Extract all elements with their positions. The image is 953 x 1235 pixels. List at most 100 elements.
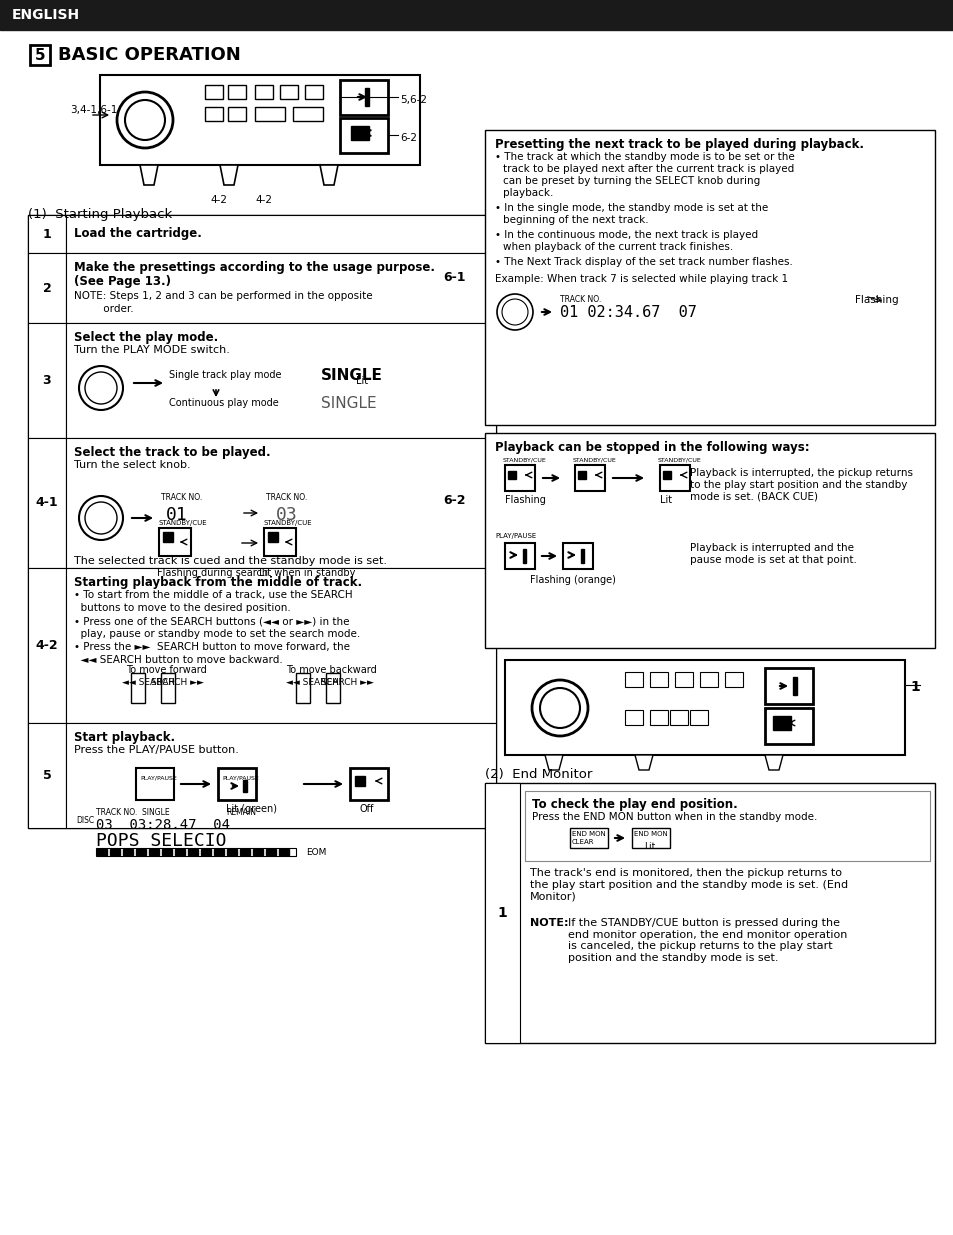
Bar xyxy=(569,827,607,848)
Bar xyxy=(227,848,236,855)
Bar xyxy=(28,324,66,438)
Text: 4-2: 4-2 xyxy=(35,638,58,652)
Bar xyxy=(575,466,604,492)
Text: To move forward: To move forward xyxy=(126,664,207,676)
Text: 5: 5 xyxy=(34,47,45,63)
Polygon shape xyxy=(140,165,158,185)
Text: ◄◄ SEARCH: ◄◄ SEARCH xyxy=(122,678,174,687)
Text: NOTE:: NOTE: xyxy=(530,918,568,927)
Bar xyxy=(484,130,934,425)
Text: Playback is interrupted and the
pause mode is set at that point.: Playback is interrupted and the pause mo… xyxy=(689,543,856,564)
Text: PLAY/PAUSE: PLAY/PAUSE xyxy=(222,776,258,781)
Text: STANDBY/CUE: STANDBY/CUE xyxy=(573,457,616,462)
Text: Select the play mode.: Select the play mode. xyxy=(74,331,218,345)
Text: Flashing: Flashing xyxy=(854,295,898,305)
Bar xyxy=(293,107,323,121)
Polygon shape xyxy=(764,755,782,769)
Text: END MON: END MON xyxy=(634,831,667,837)
Text: Load the cartridge.: Load the cartridge. xyxy=(74,227,202,240)
Bar xyxy=(504,659,904,755)
Text: PLAY/PAUSE: PLAY/PAUSE xyxy=(495,534,536,538)
Text: playback.: playback. xyxy=(502,188,553,198)
Text: Turn the PLAY MODE switch.: Turn the PLAY MODE switch. xyxy=(74,345,230,354)
Text: Turn the select knob.: Turn the select knob. xyxy=(74,459,191,471)
Bar xyxy=(631,827,669,848)
Text: 4-1: 4-1 xyxy=(35,496,58,510)
Polygon shape xyxy=(161,673,174,703)
Bar xyxy=(351,126,369,140)
Bar xyxy=(305,85,323,99)
Text: • Press one of the SEARCH buttons (◄◄ or ►►) in the: • Press one of the SEARCH buttons (◄◄ or… xyxy=(74,616,349,626)
Bar xyxy=(484,783,934,1044)
Bar xyxy=(136,848,146,855)
Text: SINGLE: SINGLE xyxy=(320,368,382,383)
Text: BASIC OPERATION: BASIC OPERATION xyxy=(58,46,240,64)
Text: Continuous play mode: Continuous play mode xyxy=(169,398,278,408)
Bar xyxy=(28,568,66,722)
Bar xyxy=(724,672,742,687)
Bar xyxy=(30,44,50,65)
Text: Off: Off xyxy=(359,804,374,814)
Text: SEARCH ►►: SEARCH ►► xyxy=(320,678,374,687)
Text: 5: 5 xyxy=(43,769,51,782)
Text: Playback can be stopped in the following ways:: Playback can be stopped in the following… xyxy=(495,441,809,454)
Text: REMAIN: REMAIN xyxy=(226,808,255,818)
Bar xyxy=(66,253,496,324)
Bar xyxy=(562,543,593,569)
Text: If the STANDBY/CUE button is pressed during the
end monitor operation, the end m: If the STANDBY/CUE button is pressed dur… xyxy=(567,918,846,963)
Bar xyxy=(484,433,934,648)
Text: ◄◄ SEARCH button to move backward.: ◄◄ SEARCH button to move backward. xyxy=(74,655,282,664)
Text: Presetting the next track to be played during playback.: Presetting the next track to be played d… xyxy=(495,138,863,151)
Text: 6-2: 6-2 xyxy=(443,494,466,508)
Text: Lit: Lit xyxy=(659,495,672,505)
Text: 01 02:34.67  07: 01 02:34.67 07 xyxy=(559,305,696,320)
Text: 03: 03 xyxy=(275,506,297,524)
Text: STANDBY/CUE: STANDBY/CUE xyxy=(658,457,701,462)
Bar xyxy=(524,790,929,861)
Text: (2)  End Monitor: (2) End Monitor xyxy=(484,768,592,781)
Circle shape xyxy=(135,110,154,130)
Text: 5,6-2: 5,6-2 xyxy=(399,95,427,105)
Circle shape xyxy=(550,698,569,718)
Text: Single track play mode: Single track play mode xyxy=(169,370,281,380)
Bar xyxy=(659,466,689,492)
Bar xyxy=(264,529,295,556)
Bar xyxy=(662,471,670,479)
Bar xyxy=(243,781,247,792)
Bar xyxy=(174,848,185,855)
Text: 3: 3 xyxy=(43,374,51,387)
Text: TRACK NO.: TRACK NO. xyxy=(266,493,307,501)
Bar xyxy=(66,438,496,568)
Bar xyxy=(213,848,224,855)
Bar xyxy=(28,438,66,568)
Bar xyxy=(669,710,687,725)
Text: Lit: Lit xyxy=(355,375,368,387)
Bar xyxy=(96,848,295,856)
Bar xyxy=(266,848,275,855)
Text: ENGLISH: ENGLISH xyxy=(12,7,80,22)
Bar xyxy=(149,848,159,855)
Bar xyxy=(0,0,953,30)
Bar xyxy=(649,672,667,687)
Text: NOTE: Steps 1, 2 and 3 can be performed in the opposite: NOTE: Steps 1, 2 and 3 can be performed … xyxy=(74,291,373,301)
Text: TRACK NO.: TRACK NO. xyxy=(559,295,600,304)
Bar xyxy=(28,215,496,827)
Text: play, pause or standby mode to set the search mode.: play, pause or standby mode to set the s… xyxy=(74,629,360,638)
Bar xyxy=(240,848,250,855)
Bar xyxy=(268,532,277,542)
Text: Select the track to be played.: Select the track to be played. xyxy=(74,446,271,459)
Text: Lit (green): Lit (green) xyxy=(226,804,276,814)
Bar xyxy=(66,722,496,827)
Bar xyxy=(700,672,718,687)
Bar xyxy=(253,848,263,855)
Text: Press the END MON button when in the standby mode.: Press the END MON button when in the sta… xyxy=(532,811,817,823)
Bar xyxy=(254,85,273,99)
Bar xyxy=(123,848,132,855)
Bar xyxy=(624,710,642,725)
Bar xyxy=(201,848,211,855)
Text: Start playback.: Start playback. xyxy=(74,731,175,743)
Bar xyxy=(504,543,535,569)
Text: The selected track is cued and the standby mode is set.: The selected track is cued and the stand… xyxy=(74,556,387,566)
Polygon shape xyxy=(220,165,237,185)
Bar xyxy=(764,668,812,704)
